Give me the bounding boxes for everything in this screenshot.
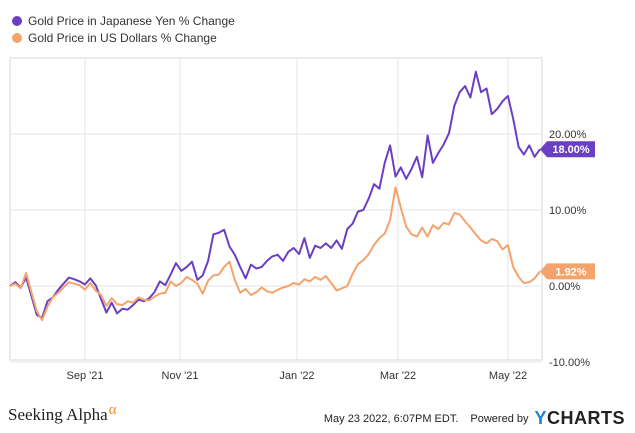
legend-item-jpy[interactable]: Gold Price in Japanese Yen % Change — [12, 12, 235, 29]
x-tick-label: May '22 — [489, 370, 527, 382]
timestamp: May 23 2022, 6:07PM EDT. — [323, 412, 459, 425]
x-tick-label: Sep '21 — [67, 370, 104, 382]
y-tick-label: 10.00% — [549, 205, 587, 217]
end-value-label: 18.00% — [552, 144, 590, 156]
legend-label-jpy: Gold Price in Japanese Yen % Change — [28, 13, 235, 28]
powered-by-label: Powered by — [470, 412, 529, 425]
x-tick-label: Nov '21 — [162, 370, 199, 382]
ycharts-logo[interactable]: YCHARTS — [534, 408, 625, 428]
end-value-label: 1.92% — [555, 266, 586, 278]
legend-dot-usd-icon — [12, 32, 22, 43]
series-line-jpy — [9, 70, 541, 319]
line-chart[interactable]: -10.00% 0.00% 10.00% 20.00% Sep '21 Nov '21 Ja… — [0, 0, 635, 400]
x-tick-label: Mar '22 — [380, 370, 416, 382]
y-tick-label: 20.00% — [549, 129, 587, 141]
end-value-tag-usd: 1.92% — [540, 263, 595, 280]
seeking-alpha-logo: Seeking Alphaα — [8, 402, 117, 425]
end-value-tag-bg — [540, 141, 595, 158]
chart-footer: May 23 2022, 6:07PM EDT. Powered by YCHA… — [324, 408, 625, 429]
end-value-tag-bg — [540, 263, 595, 280]
end-value-tag-jpy: 18.00% — [540, 141, 595, 158]
legend-label-usd: Gold Price in US Dollars % Change — [28, 30, 217, 45]
plot-area-frame — [9, 57, 543, 361]
y-tick-label: -10.00% — [549, 357, 590, 369]
x-tick-label: Jan '22 — [279, 370, 314, 382]
legend-dot-jpy-icon — [12, 15, 22, 26]
series-line-usd — [9, 186, 541, 322]
chart-legend: Gold Price in Japanese Yen % Change Gold… — [12, 12, 235, 46]
brand-name: Seeking Alpha — [8, 405, 108, 424]
y-tick-label: 0.00% — [549, 281, 580, 293]
legend-item-usd[interactable]: Gold Price in US Dollars % Change — [12, 29, 235, 46]
brand-alpha-mark: α — [108, 402, 117, 418]
